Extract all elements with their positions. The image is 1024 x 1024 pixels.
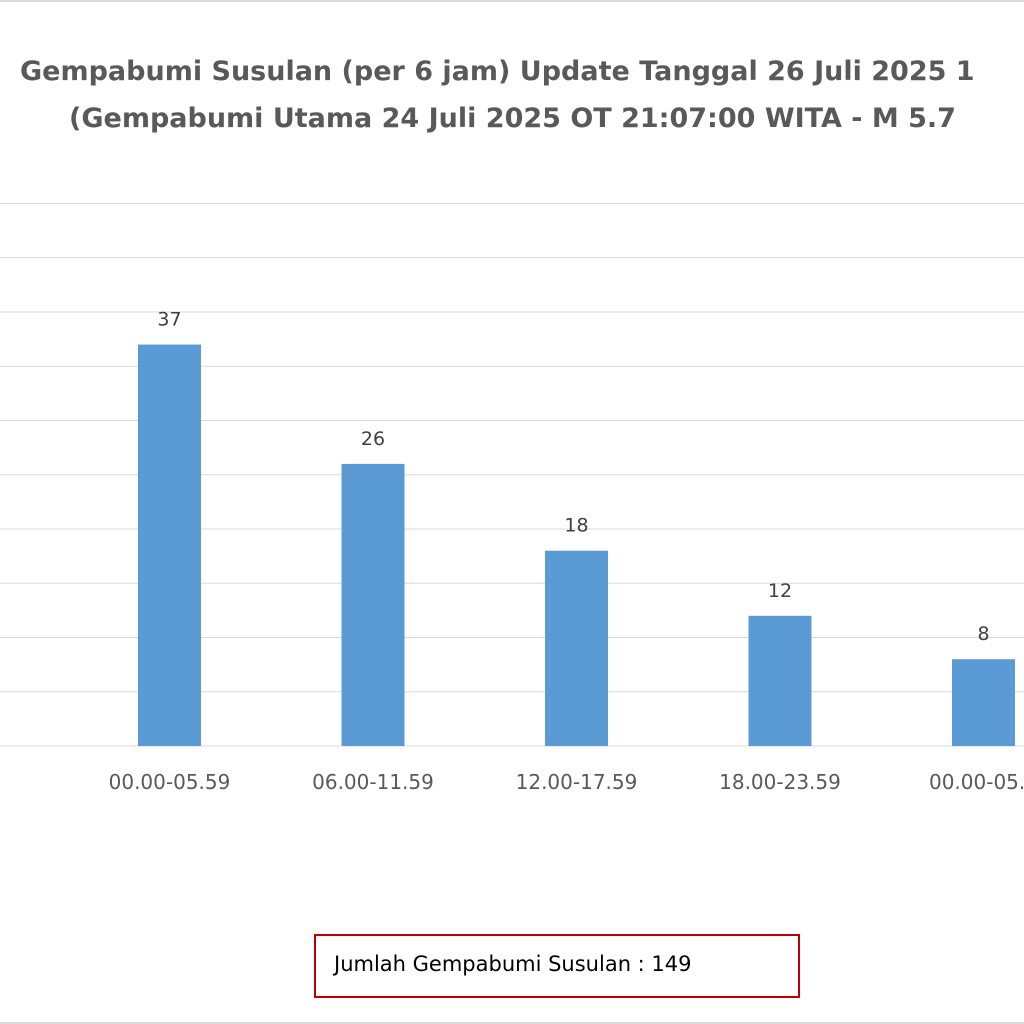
data-label: 18 (564, 515, 588, 537)
x-tick-label: 18.00-23.59 (719, 770, 841, 794)
total-aftershocks-label: Jumlah Gempabumi Susulan : 149 (334, 952, 692, 976)
bar (545, 550, 608, 746)
data-label: 37 (157, 309, 181, 331)
bars (138, 344, 1015, 746)
bar (952, 659, 1015, 746)
bar (341, 463, 405, 746)
data-labels: 37 26 18 12 8 (157, 309, 989, 646)
data-label: 8 (977, 623, 989, 645)
chart-subtitle: (Gempabumi Utama 24 Juli 2025 OT 21:07:0… (69, 103, 956, 134)
bar (748, 615, 812, 746)
bar (138, 344, 201, 746)
data-label: 26 (361, 428, 385, 450)
total-aftershocks-box: Jumlah Gempabumi Susulan : 149 (314, 934, 800, 998)
x-tick-label: 12.00-17.59 (516, 770, 638, 794)
chart-title: Gempabumi Susulan (per 6 jam) Update Tan… (20, 56, 975, 87)
x-tick-label: 00.00-05.5 (929, 770, 1024, 794)
data-label: 12 (768, 580, 792, 602)
x-axis-ticks: .5900.00-05.5906.00-11.5912.00-17.5918.0… (109, 770, 1024, 794)
x-tick-label: 06.00-11.59 (312, 770, 434, 794)
x-tick-label: 00.00-05.59 (109, 770, 231, 794)
